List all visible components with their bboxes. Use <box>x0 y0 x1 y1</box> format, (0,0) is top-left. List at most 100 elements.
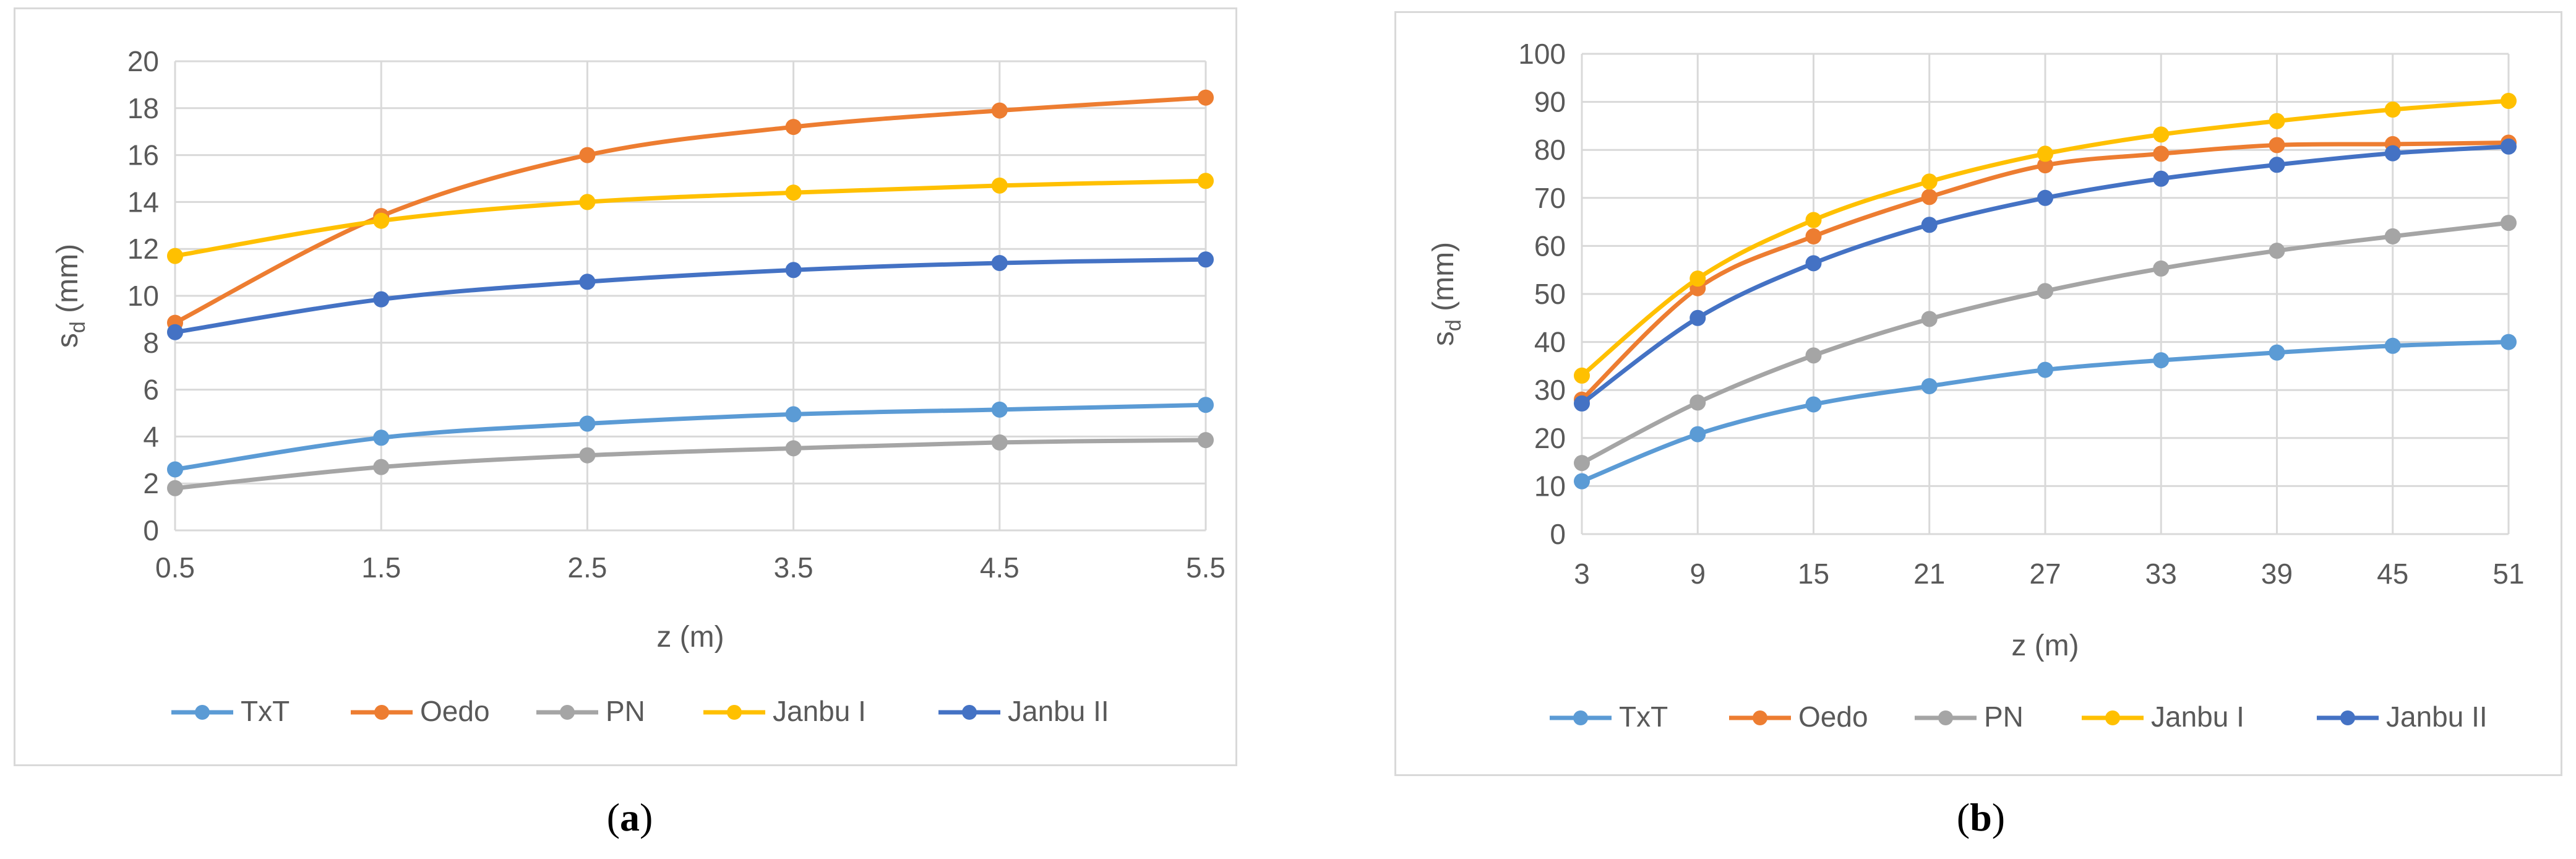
legend-label: PN <box>1984 701 2024 733</box>
series-line <box>173 178 1208 259</box>
y-tick-label: 30 <box>1534 374 1566 406</box>
legend-label: Janbu II <box>1008 695 1109 727</box>
series-pn <box>167 432 1214 496</box>
data-point <box>1574 367 1590 384</box>
chart-panel-b: 0 10 20 30 40 50 60 70 80 90 100 3 9 15 21 27 33 39 45 51 z … <box>1394 11 2562 776</box>
caption-a-letter: a <box>620 795 640 839</box>
series-janbu-ii <box>1574 138 2517 412</box>
series-line <box>1579 140 2511 402</box>
data-point <box>1921 311 1938 327</box>
legend-marker <box>560 705 575 720</box>
x-tick-label: 5.5 <box>1186 551 1226 584</box>
series-janbu-i <box>1574 93 2517 384</box>
y-axis-label-unit: (mm) <box>1427 242 1460 319</box>
data-point <box>579 194 596 210</box>
y-tick-label: 4 <box>143 420 159 452</box>
y-tick-label: 50 <box>1534 278 1566 310</box>
data-point <box>1921 173 1938 190</box>
legend-label: Janbu I <box>773 695 866 727</box>
data-point <box>2037 145 2053 162</box>
data-point <box>579 147 596 163</box>
data-point <box>785 406 802 423</box>
chart-a-svg: 0 2 4 6 8 10 12 14 16 18 20 0.5 1.5 2.5 3.5 4.5 5.5 z (m)… <box>51 45 1226 727</box>
series-line <box>1579 98 2511 378</box>
data-point <box>2153 126 2170 143</box>
data-point <box>1805 212 1822 228</box>
legend-marker <box>195 705 210 720</box>
legend-label: Janbu I <box>2151 701 2244 733</box>
legend-item: TxT <box>171 695 290 727</box>
legend-marker <box>1753 710 1767 725</box>
caption-b-letter: b <box>1970 795 1992 839</box>
y-tick-label: 14 <box>127 186 159 218</box>
data-point <box>579 274 596 290</box>
series-txt <box>1574 334 2517 490</box>
data-point <box>785 184 802 201</box>
data-point <box>2501 138 2517 155</box>
data-point <box>2269 157 2285 173</box>
legend-label: TxT <box>241 695 290 727</box>
data-point <box>373 212 390 229</box>
data-point <box>1921 378 1938 394</box>
y-tick-label: 10 <box>1534 470 1566 502</box>
data-point <box>1198 173 1214 189</box>
legend-label: Janbu II <box>2386 701 2488 733</box>
y-tick-label: 40 <box>1534 326 1566 358</box>
y-tick-label: 18 <box>127 92 159 124</box>
x-tick-label: 4.5 <box>980 551 1020 584</box>
x-tick-label: 0.5 <box>155 551 195 584</box>
legend-marker <box>374 705 389 720</box>
data-point <box>2269 113 2285 129</box>
series-oedo <box>167 89 1214 331</box>
y-axis-label-sub: d <box>66 321 90 333</box>
data-point <box>1805 255 1822 272</box>
legend-item: PN <box>536 695 645 727</box>
y-tick-label: 20 <box>127 45 159 77</box>
series-line <box>173 402 1208 472</box>
data-point <box>2153 170 2170 187</box>
data-point <box>785 440 802 457</box>
data-point <box>2384 101 2401 118</box>
caption-b: (b) <box>1956 795 2006 839</box>
data-point <box>991 102 1008 119</box>
data-point <box>2037 361 2053 378</box>
data-point <box>167 324 183 340</box>
legend-item: Oedo <box>351 695 490 727</box>
x-axis-label: z (m) <box>2011 629 2079 662</box>
data-point <box>2384 228 2401 244</box>
legend-label: Oedo <box>420 695 490 727</box>
data-point <box>2501 215 2517 231</box>
series-line <box>173 257 1208 335</box>
data-point <box>1921 189 1938 205</box>
x-tick-label: 45 <box>2377 558 2408 590</box>
y-tick-label: 2 <box>143 467 159 499</box>
y-tick-label: 10 <box>127 280 159 312</box>
y-tick-label: 90 <box>1534 86 1566 118</box>
x-tick-label: 27 <box>2029 558 2061 590</box>
data-point <box>1574 395 1590 412</box>
y-tick-label: 100 <box>1518 38 1566 70</box>
legend-label: PN <box>606 695 645 727</box>
data-point <box>1198 89 1214 106</box>
y-tick-label: 70 <box>1534 182 1566 214</box>
legend-item: Janbu II <box>2317 701 2488 733</box>
data-point <box>785 119 802 136</box>
legend-marker <box>2340 710 2355 725</box>
data-point <box>1805 347 1822 364</box>
series-pn <box>1574 215 2517 472</box>
x-tick-label: 33 <box>2145 558 2177 590</box>
legend-item: Janbu I <box>703 695 866 727</box>
data-point <box>991 434 1008 451</box>
data-point <box>991 401 1008 418</box>
legend-item: Janbu II <box>938 695 1109 727</box>
data-point <box>167 248 183 264</box>
y-axis-label-main: s <box>51 333 84 348</box>
y-axis-label: sd (mm) <box>51 244 90 348</box>
x-tick-label: 51 <box>2492 558 2524 590</box>
data-point <box>1574 473 1590 490</box>
legend-item: PN <box>1915 701 2024 733</box>
series-janbu-ii <box>167 251 1214 340</box>
data-point <box>1689 309 1706 326</box>
data-point <box>1805 228 1822 244</box>
